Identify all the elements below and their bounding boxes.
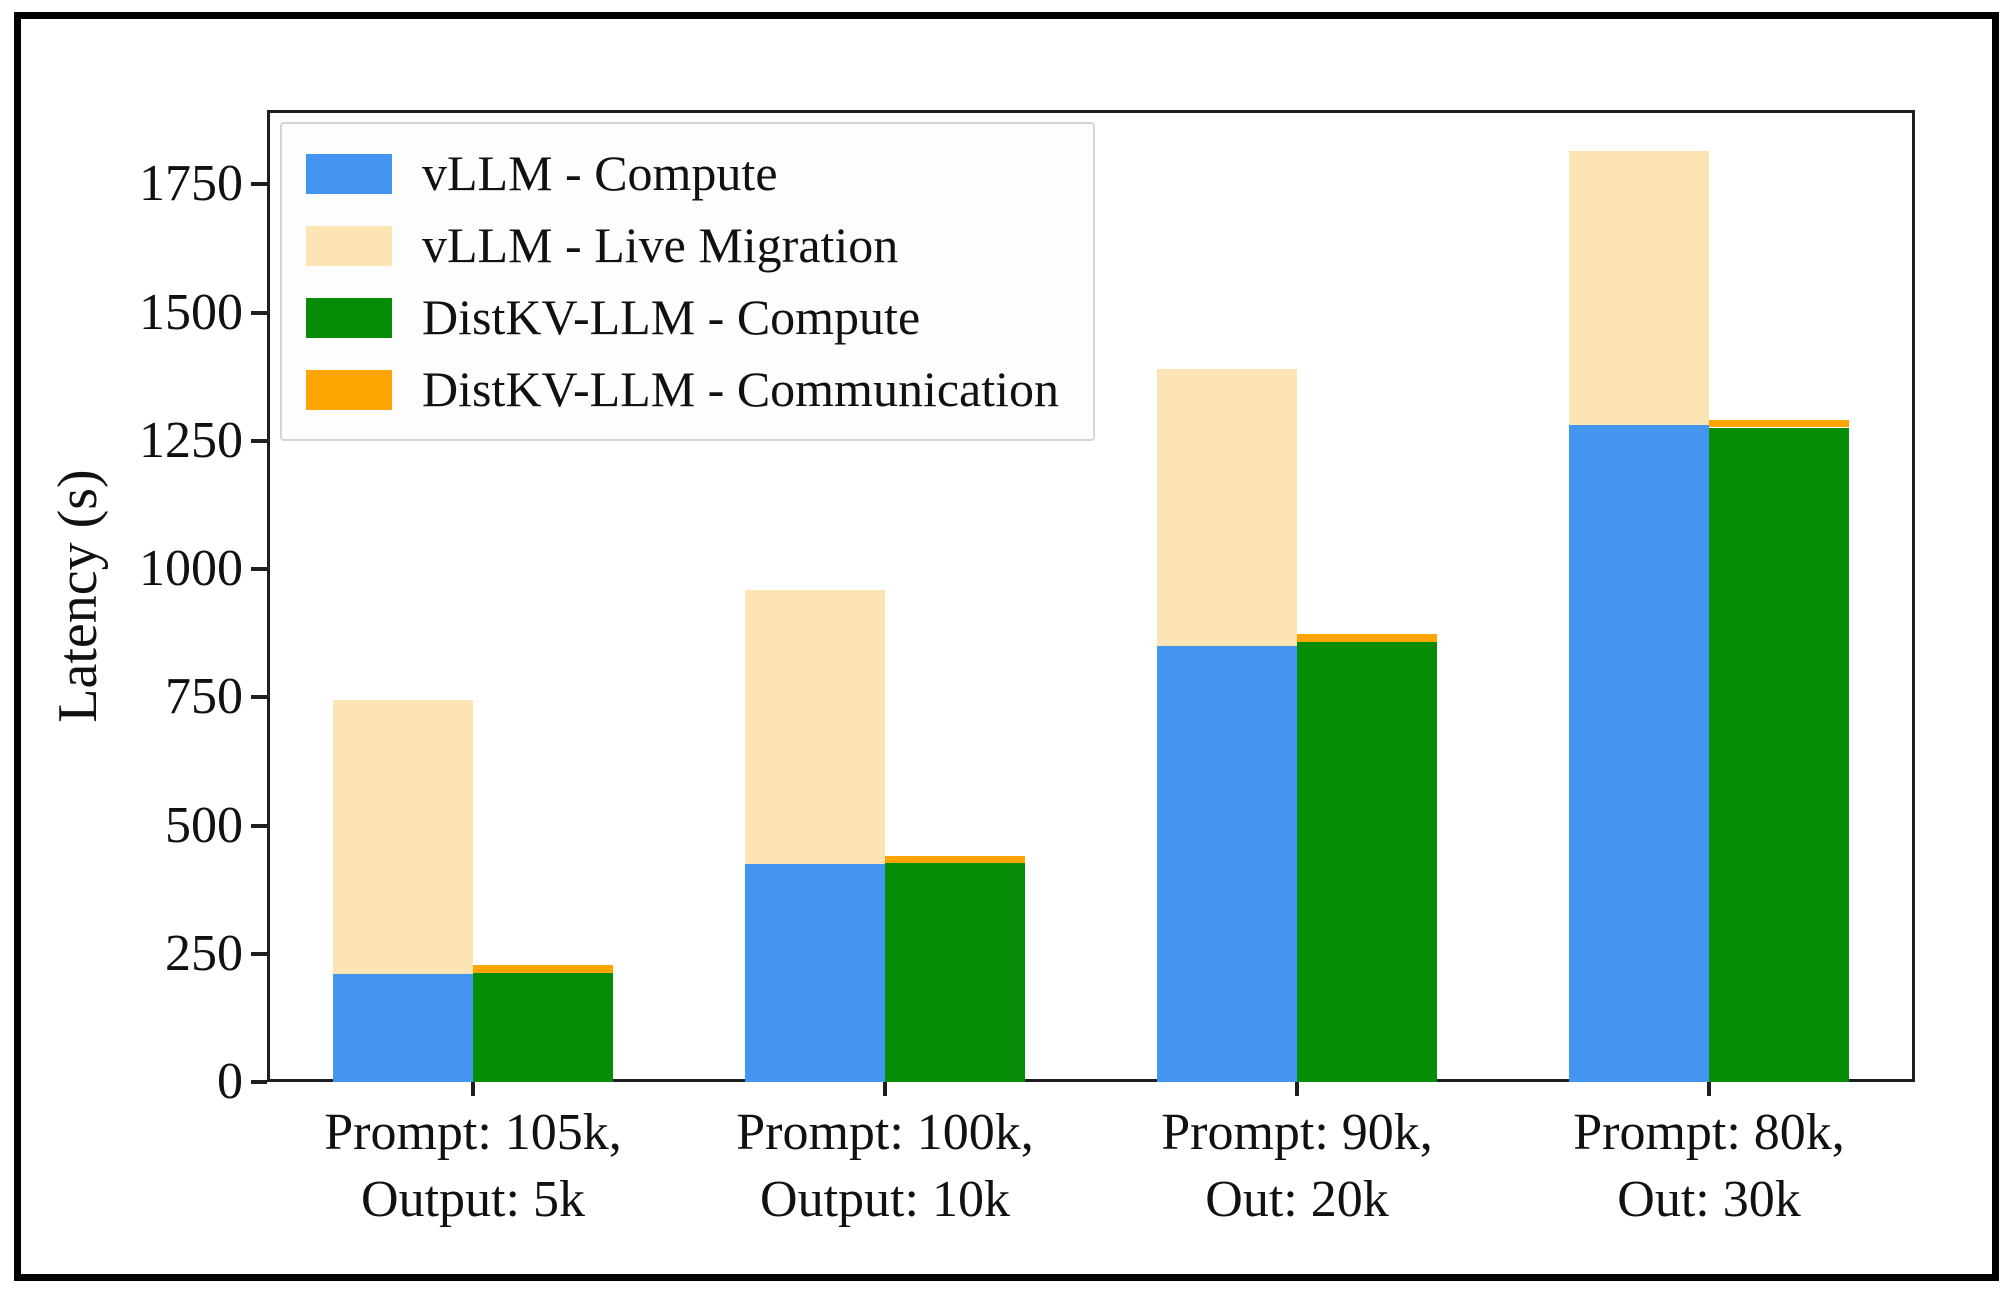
legend-entry: DistKV-LLM - Communication xyxy=(306,360,1059,419)
legend-swatch-vllm xyxy=(306,153,392,194)
x-category-line: Output: 5k xyxy=(361,1170,585,1228)
x-category-line: Prompt: 105k, xyxy=(324,1104,622,1161)
bar-segment-vllm-live-migration xyxy=(1156,369,1297,646)
legend-label: DistKV-LLM - Communication xyxy=(422,361,1060,417)
x-category-label: Prompt: 90k, Out: 20k xyxy=(1037,1100,1557,1233)
y-tick-label: 1000 xyxy=(139,540,243,598)
y-tick-label: 250 xyxy=(165,924,243,982)
legend-swatch-distkv xyxy=(306,297,392,338)
x-category-line: Prompt: 100k, xyxy=(736,1104,1034,1161)
y-tick-mark xyxy=(251,438,267,443)
x-category-line: Output: 10k xyxy=(760,1170,1010,1228)
legend-label: vLLM - Compute xyxy=(422,145,778,201)
x-category-label: Prompt: 105k, Output: 5k xyxy=(213,1100,733,1233)
bar-segment-vllm-compute xyxy=(1156,646,1297,1082)
y-tick-mark xyxy=(251,951,267,956)
y-tick-label: 500 xyxy=(165,796,243,854)
y-tick-mark xyxy=(251,1080,267,1084)
legend: vLLM - Compute vLLM - Live Migration DistK… xyxy=(280,122,1096,441)
legend-label: vLLM - Live Migration xyxy=(422,217,899,273)
y-tick-label: 1750 xyxy=(139,155,243,213)
bar-segment-distkv-llm-compute xyxy=(885,862,1026,1082)
y-tick-label: 750 xyxy=(165,668,243,726)
legend-label: DistKV-LLM - Compute xyxy=(422,289,921,345)
legend-entry: vLLM - Live Migration xyxy=(306,216,1059,275)
bar-segment-distkv-llm-communication xyxy=(885,855,1026,863)
x-category-line: Prompt: 90k, xyxy=(1161,1104,1433,1161)
bar-segment-vllm-compute xyxy=(332,974,473,1082)
bar-segment-distkv-llm-communication xyxy=(1297,633,1438,642)
legend-entry: DistKV-LLM - Compute xyxy=(306,288,1059,347)
legend-entry: vLLM - Compute xyxy=(306,144,1059,203)
x-category-line: Out: 30k xyxy=(1617,1170,1801,1228)
x-category-line: Prompt: 80k, xyxy=(1573,1104,1845,1161)
y-tick-label: 1250 xyxy=(139,411,243,469)
bar-segment-distkv-llm-compute xyxy=(473,973,614,1082)
bar-segment-vllm-compute xyxy=(1568,425,1709,1082)
bar-segment-vllm-compute xyxy=(744,864,885,1082)
y-tick-mark xyxy=(251,182,267,187)
x-tick-mark xyxy=(1295,1082,1299,1096)
bar-segment-vllm-live-migration xyxy=(1568,151,1709,426)
x-category-line: Out: 20k xyxy=(1205,1170,1389,1228)
y-axis-title: Latency (s) xyxy=(47,469,109,723)
legend-swatch-distkv xyxy=(306,369,392,410)
y-tick-mark xyxy=(251,695,267,700)
y-tick-label: 0 xyxy=(217,1053,243,1110)
bar-segment-distkv-llm-communication xyxy=(473,965,614,974)
y-tick-label: 1500 xyxy=(139,283,243,341)
y-tick-mark xyxy=(251,823,267,828)
bar-segment-distkv-llm-communication xyxy=(1709,420,1850,428)
x-tick-mark xyxy=(471,1082,475,1096)
x-tick-mark xyxy=(883,1082,887,1096)
bar-segment-distkv-llm-compute xyxy=(1709,427,1850,1082)
y-tick-mark xyxy=(251,310,267,315)
x-category-label: Prompt: 100k, Output: 10k xyxy=(625,1100,1145,1233)
y-tick-mark xyxy=(251,567,267,572)
x-tick-mark xyxy=(1707,1082,1711,1096)
x-category-label: Prompt: 80k, Out: 30k xyxy=(1449,1100,1969,1233)
bar-segment-vllm-live-migration xyxy=(332,699,473,975)
bar-segment-vllm-live-migration xyxy=(744,589,885,864)
bar-segment-distkv-llm-compute xyxy=(1297,641,1438,1082)
legend-swatch-vllm xyxy=(306,225,392,266)
